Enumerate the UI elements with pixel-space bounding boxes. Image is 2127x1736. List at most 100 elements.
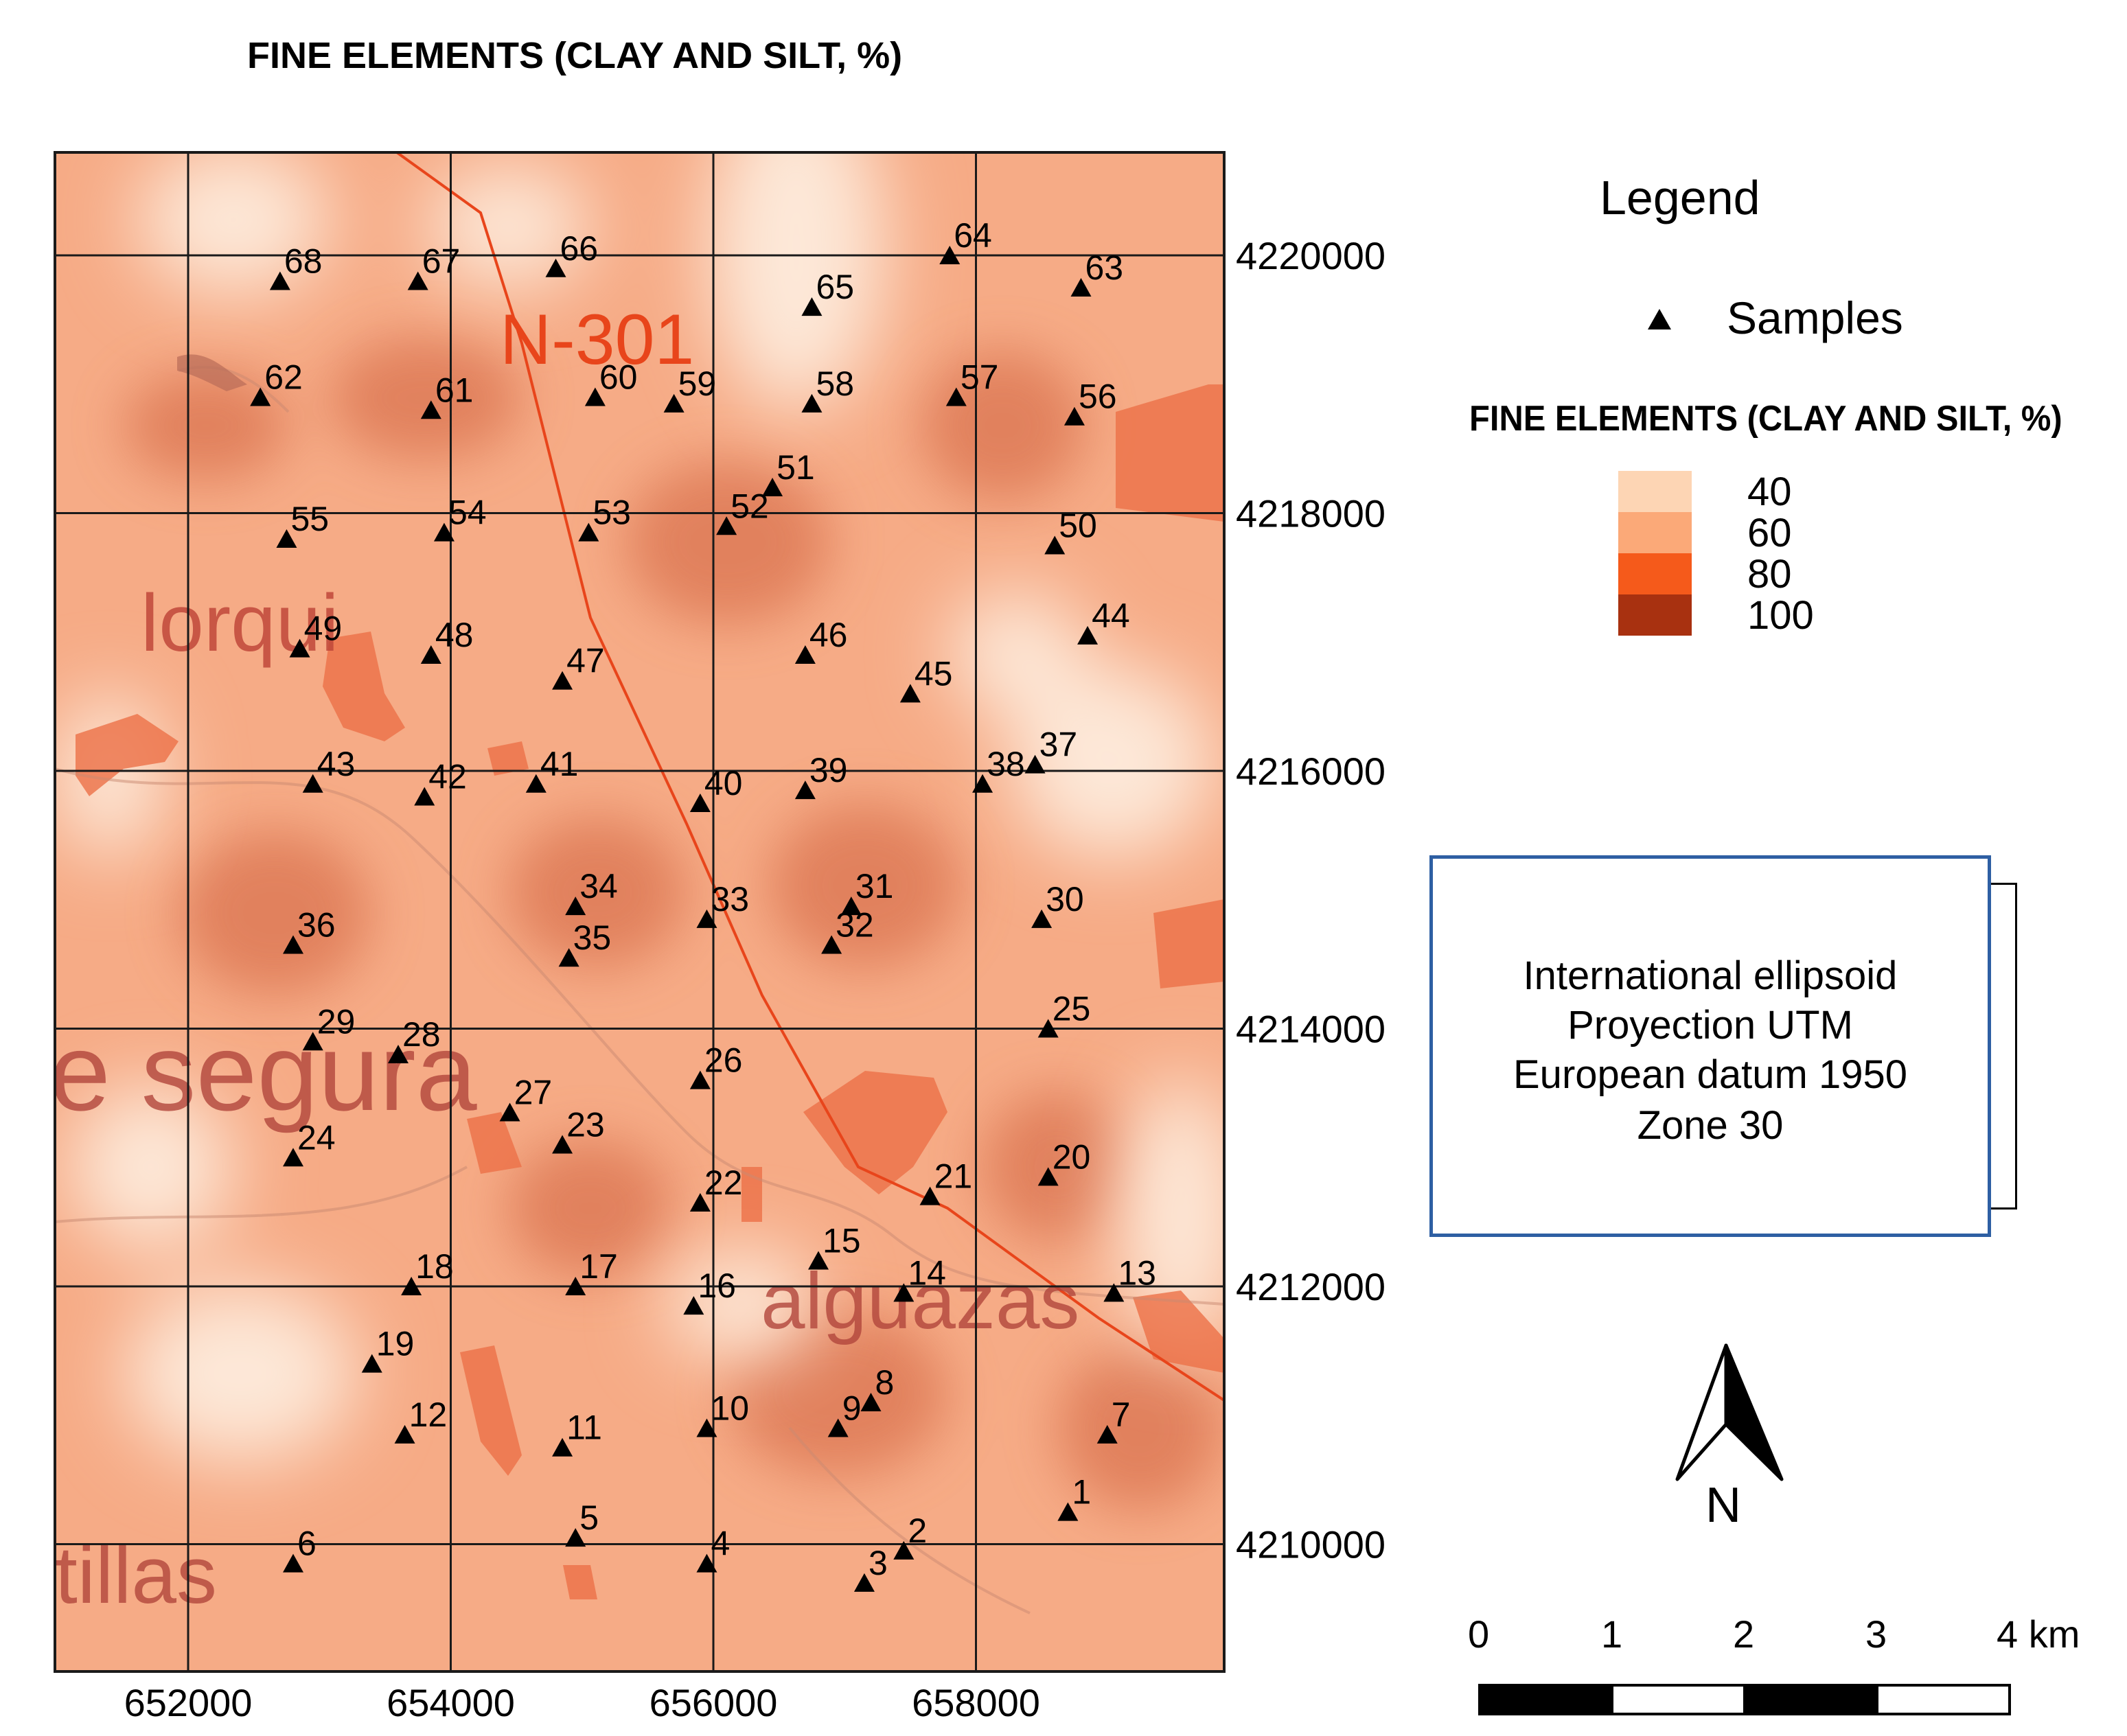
sample-label: 35 [573,918,612,957]
sample-triangle-icon [525,774,547,793]
sample-triangle-icon [558,948,579,967]
sample-point: 16 [683,1266,736,1315]
sample-label: 4 [711,1525,730,1563]
sample-label: 28 [402,1015,441,1054]
sample-point: 5 [565,1498,599,1547]
sample-triangle-icon [283,1148,303,1167]
sample-triangle-icon [420,645,441,664]
scale-label-0: 0 [1468,1612,1490,1656]
x-tick-label: 654000 [387,1681,515,1724]
sample-label: 62 [264,358,303,397]
sample-triangle-icon [420,400,441,419]
sample-point: 43 [302,745,355,793]
sample-label: 8 [875,1363,895,1402]
sample-point: 63 [1070,248,1123,297]
samples-layer: 1234567891011121314151617181920212223242… [250,216,1156,1592]
sample-triangle-icon [945,387,967,406]
sample-point: 31 [840,867,893,916]
legend-samples-label: Samples [1727,292,1903,343]
sample-triangle-icon [860,1392,882,1411]
sample-triangle-icon [696,1553,717,1573]
sample-point: 30 [1031,880,1084,928]
sample-point: 9 [827,1389,862,1437]
sample-label: 46 [809,616,848,654]
road-n301 [395,152,1224,1402]
sample-triangle-icon [545,258,566,277]
sample-point: 25 [1037,990,1090,1038]
sample-point: 14 [893,1253,946,1302]
sample-point: 1 [1057,1473,1091,1521]
north-arrow-icon [1675,1343,1784,1481]
sample-triangle-icon [808,1251,829,1270]
sample-triangle-icon [552,671,573,690]
sample-label: 57 [961,358,999,397]
map-title: FINE ELEMENTS (CLAY AND SILT, %) [247,35,903,76]
sample-point: 52 [716,487,769,535]
sample-triangle-icon [794,645,816,664]
sample-triangle-icon [801,297,823,316]
sample-triangle-icon [893,1283,915,1302]
sample-label: 16 [698,1266,736,1305]
sample-point: 24 [283,1118,336,1167]
sample-point: 46 [794,616,848,664]
sample-point: 11 [552,1409,602,1457]
sample-triangle-icon [689,1192,711,1212]
sample-triangle-icon [394,1424,415,1444]
sample-label: 52 [731,487,769,525]
sample-triangle-icon [1044,535,1066,555]
x-tick-label: 652000 [124,1681,253,1724]
sample-label: 17 [579,1247,618,1286]
sample-point: 13 [1103,1253,1156,1302]
sample-label: 50 [1059,506,1097,544]
sample-label: 9 [842,1389,862,1428]
sample-triangle-icon [1037,1167,1059,1186]
sample-point: 53 [578,494,631,542]
sample-label: 20 [1053,1137,1091,1176]
sample-point: 57 [945,358,999,406]
x-tick-label: 656000 [649,1681,778,1724]
sample-triangle-icon [1103,1283,1125,1302]
sample-triangle-icon [552,1437,573,1457]
grid-lines [55,152,1224,1671]
projection-zone: Zone 30 [1637,1103,1784,1148]
sample-point: 37 [1024,726,1077,774]
sample-label: 38 [987,745,1025,783]
sample-triangle-icon [827,1418,849,1437]
sample-point: 51 [762,448,815,496]
sample-triangle-icon [689,1070,711,1089]
sample-point: 2 [893,1512,927,1560]
legend-swatch-80 [1618,553,1692,594]
sample-point: 54 [433,494,487,542]
y-tick-label: 4218000 [1236,492,1386,535]
sample-label: 56 [1079,378,1117,416]
sample-label: 27 [514,1074,553,1112]
sample-triangle-icon [269,271,290,290]
sample-point: 56 [1064,378,1117,426]
sample-point: 28 [388,1015,441,1064]
sample-point: 68 [269,242,323,290]
sample-triangle-icon [696,909,717,928]
sample-label: 41 [540,745,579,783]
sample-triangle-icon [1070,277,1092,297]
sample-point: 6 [283,1525,317,1573]
sample-label: 13 [1118,1253,1156,1292]
sample-label: 14 [908,1253,946,1292]
sample-triangle-icon [302,774,323,793]
sample-label: 51 [777,448,815,487]
sample-label: 33 [711,880,749,918]
legend-label-100: 100 [1747,593,1814,638]
sample-point: 12 [394,1396,447,1444]
sample-triangle-icon [663,393,685,413]
sample-triangle-icon [361,1354,382,1373]
sample-label: 49 [304,610,343,648]
sample-label: 42 [428,758,467,796]
sample-triangle-icon [939,246,961,264]
sample-point: 61 [420,371,473,419]
sample-triangle-icon [853,1573,875,1592]
sample-point: 19 [361,1325,414,1373]
sample-label: 7 [1112,1396,1131,1434]
sample-triangle-icon [289,638,310,658]
sample-point: 40 [689,764,743,812]
sample-point: 64 [939,216,992,264]
sample-point: 47 [552,642,605,690]
